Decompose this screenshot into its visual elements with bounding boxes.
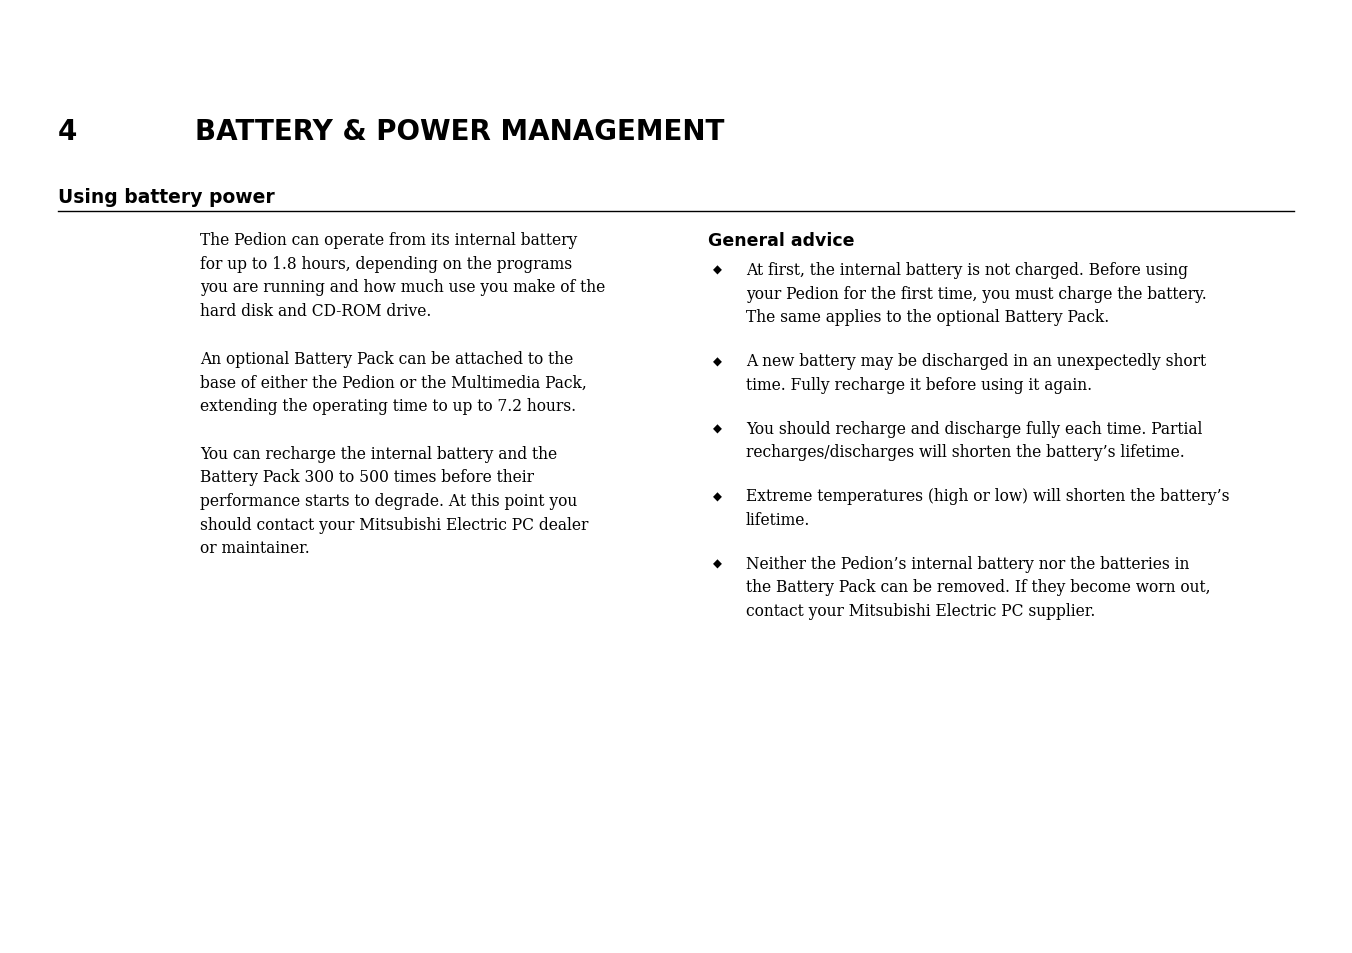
Text: The Pedion can operate from its internal battery: The Pedion can operate from its internal…: [200, 232, 577, 249]
Text: ◆: ◆: [713, 422, 722, 436]
Text: your Pedion for the first time, you must charge the battery.: your Pedion for the first time, you must…: [746, 285, 1207, 302]
Text: time. Fully recharge it before using it again.: time. Fully recharge it before using it …: [746, 376, 1092, 394]
Text: Battery Pack 300 to 500 times before their: Battery Pack 300 to 500 times before the…: [200, 469, 534, 486]
Text: you are running and how much use you make of the: you are running and how much use you mak…: [200, 279, 606, 296]
Text: General advice: General advice: [708, 232, 854, 250]
Text: recharges/discharges will shorten the battery’s lifetime.: recharges/discharges will shorten the ba…: [746, 444, 1184, 461]
Text: the Battery Pack can be removed. If they become worn out,: the Battery Pack can be removed. If they…: [746, 578, 1210, 596]
Text: ◆: ◆: [713, 557, 722, 570]
Text: Extreme temperatures (high or low) will shorten the battery’s: Extreme temperatures (high or low) will …: [746, 488, 1229, 505]
Text: 4: 4: [58, 118, 77, 146]
Text: ◆: ◆: [713, 355, 722, 368]
Text: A new battery may be discharged in an unexpectedly short: A new battery may be discharged in an un…: [746, 353, 1206, 370]
Text: or maintainer.: or maintainer.: [200, 539, 310, 557]
Text: ◆: ◆: [713, 264, 722, 276]
Text: You should recharge and discharge fully each time. Partial: You should recharge and discharge fully …: [746, 420, 1202, 437]
Text: extending the operating time to up to 7.2 hours.: extending the operating time to up to 7.…: [200, 397, 576, 415]
Text: The same applies to the optional Battery Pack.: The same applies to the optional Battery…: [746, 309, 1109, 326]
Text: Neither the Pedion’s internal battery nor the batteries in: Neither the Pedion’s internal battery no…: [746, 555, 1190, 572]
Text: Using battery power: Using battery power: [58, 188, 274, 207]
Text: BATTERY & POWER MANAGEMENT: BATTERY & POWER MANAGEMENT: [195, 118, 725, 146]
Text: hard disk and CD-ROM drive.: hard disk and CD-ROM drive.: [200, 303, 431, 319]
Text: At first, the internal battery is not charged. Before using: At first, the internal battery is not ch…: [746, 262, 1188, 278]
Text: An optional Battery Pack can be attached to the: An optional Battery Pack can be attached…: [200, 351, 573, 367]
Text: contact your Mitsubishi Electric PC supplier.: contact your Mitsubishi Electric PC supp…: [746, 602, 1095, 619]
Text: base of either the Pedion or the Multimedia Pack,: base of either the Pedion or the Multime…: [200, 374, 587, 391]
Text: for up to 1.8 hours, depending on the programs: for up to 1.8 hours, depending on the pr…: [200, 255, 572, 273]
Text: should contact your Mitsubishi Electric PC dealer: should contact your Mitsubishi Electric …: [200, 517, 588, 533]
Text: performance starts to degrade. At this point you: performance starts to degrade. At this p…: [200, 493, 577, 510]
Text: lifetime.: lifetime.: [746, 512, 810, 528]
Text: ◆: ◆: [713, 490, 722, 502]
Text: You can recharge the internal battery and the: You can recharge the internal battery an…: [200, 445, 557, 462]
